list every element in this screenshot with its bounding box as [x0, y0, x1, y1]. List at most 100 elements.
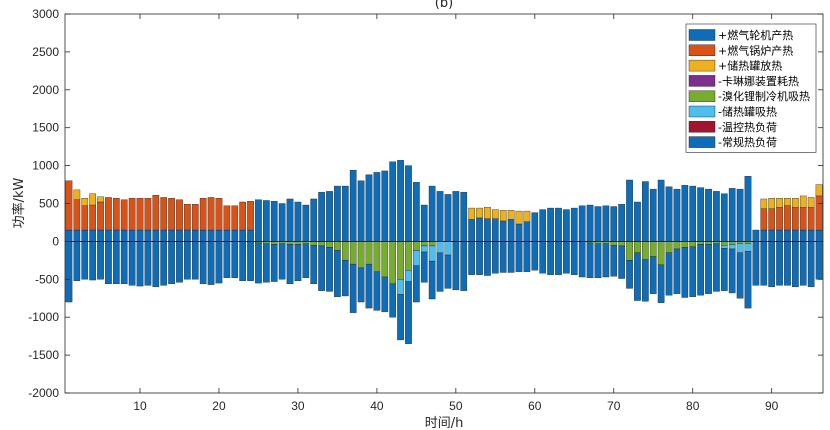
bar-segment: [302, 204, 310, 242]
bar-segment: [484, 241, 491, 276]
bar-segment: [642, 181, 649, 242]
bar-segment: [112, 229, 120, 242]
bar-segment: [752, 229, 760, 242]
bar-segment: [720, 193, 728, 242]
legend-entry: +燃气轮机产热: [718, 28, 793, 42]
bar-segment: [144, 198, 152, 231]
bar-segment: [728, 248, 736, 294]
legend: +燃气轮机产热+燃气锅炉产热 +储热罐放热-卡琳娜装置耗热-溴化锂制冷机吸热 -储热…: [685, 23, 817, 153]
bar-segment: [294, 201, 302, 242]
bar-segment: [73, 229, 81, 242]
bar-segment: [428, 260, 436, 300]
bar-segment: [681, 241, 689, 248]
legend-swatch: [688, 136, 716, 148]
legend-entry: -卡琳娜装置耗热: [718, 74, 799, 88]
bar-segment: [136, 241, 144, 287]
bar-segment: [389, 283, 397, 318]
bar-segment: [705, 241, 712, 245]
bar-segment: [436, 191, 444, 242]
bar-segment: [657, 179, 665, 242]
bar-segment: [578, 241, 586, 278]
bar-segment: [634, 252, 641, 301]
bar-segment: [531, 241, 539, 271]
bar-segment: [413, 250, 420, 266]
bar-segment: [286, 244, 294, 285]
bar-segment: [507, 241, 515, 273]
bar-segment: [184, 229, 191, 242]
bar-segment: [689, 185, 697, 242]
bar-segment: [176, 199, 183, 231]
bar-segment: [799, 195, 807, 208]
bar-segment: [97, 229, 104, 242]
bar-group: [65, 160, 823, 344]
bar-segment: [89, 193, 96, 206]
bar-segment: [476, 217, 483, 242]
bar-segment: [515, 223, 523, 242]
bar-segment: [776, 229, 783, 242]
bar-segment: [373, 172, 381, 242]
bar-segment: [136, 229, 144, 242]
bar-segment: [73, 199, 81, 231]
bar-segment: [326, 247, 333, 292]
bar-segment: [776, 198, 783, 208]
x-axis-label: 时间/h: [425, 416, 464, 430]
bar-segment: [705, 188, 712, 242]
bar-segment: [152, 229, 160, 242]
bar-segment: [491, 241, 499, 274]
bar-segment: [326, 241, 333, 248]
bar-segment: [105, 229, 112, 242]
bar-segment: [278, 243, 286, 280]
x-tick-label: 30: [291, 399, 305, 413]
bar-segment: [515, 241, 523, 272]
bar-segment: [239, 229, 246, 242]
x-tick-label: 10: [133, 399, 147, 413]
bar-segment: [807, 241, 815, 288]
bar-segment: [491, 209, 499, 219]
bar-segment: [784, 205, 791, 231]
y-tick-label: 1500: [32, 121, 59, 135]
bar-segment: [697, 244, 704, 296]
bar-segment: [397, 160, 404, 242]
bar-segment: [112, 241, 120, 285]
bar-segment: [428, 185, 436, 242]
bar-segment: [657, 264, 665, 303]
bar-segment: [112, 198, 120, 231]
bar-segment: [539, 241, 547, 274]
bar-segment: [586, 204, 594, 242]
bar-segment: [626, 241, 633, 261]
legend-entry: -溴化锂制冷机吸热: [718, 89, 810, 103]
bar-segment: [649, 241, 657, 257]
bar-segment: [523, 241, 531, 272]
bar-segment: [310, 241, 318, 246]
bar-segment: [784, 241, 791, 286]
x-tick-label: 70: [607, 399, 621, 413]
bar-segment: [420, 245, 428, 253]
bar-segment: [144, 229, 152, 242]
bar-segment: [728, 188, 736, 242]
bar-segment: [784, 198, 791, 206]
bar-segment: [642, 241, 649, 260]
bar-segment: [128, 198, 136, 231]
bar-segment: [681, 185, 689, 242]
legend-swatch: [688, 105, 716, 118]
bar-segment: [460, 241, 468, 291]
bar-segment: [357, 241, 365, 269]
bar-segment: [73, 241, 81, 281]
bar-segment: [547, 207, 554, 242]
bar-segment: [152, 194, 160, 231]
bar-segment: [665, 186, 673, 242]
bar-segment: [689, 246, 697, 297]
bar-segment: [428, 241, 436, 247]
bar-segment: [586, 242, 594, 278]
bar-segment: [768, 241, 776, 288]
bar-segment: [792, 241, 799, 288]
bar-segment: [728, 244, 736, 250]
bar-segment: [247, 241, 254, 281]
bar-segment: [65, 180, 73, 231]
bar-segment: [452, 191, 460, 242]
bar-segment: [184, 241, 191, 280]
bar-segment: [507, 210, 515, 220]
bar-segment: [436, 241, 444, 253]
bar-segment: [247, 201, 254, 231]
